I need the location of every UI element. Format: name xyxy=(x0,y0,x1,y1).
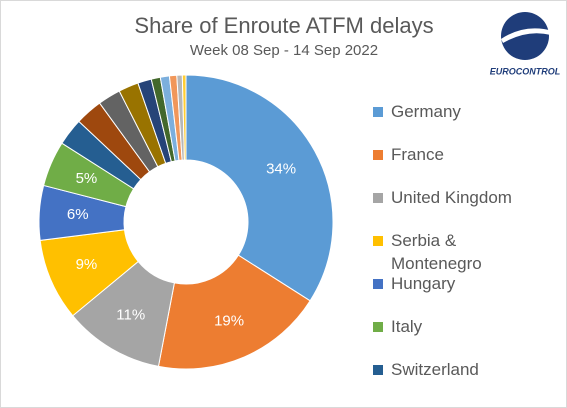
legend-label: Serbia & Montenegro xyxy=(391,231,482,273)
chart-subtitle: Week 08 Sep - 14 Sep 2022 xyxy=(190,42,378,59)
legend-swatch xyxy=(373,193,383,203)
legend-label: France xyxy=(391,145,444,164)
legend-label: Italy xyxy=(391,317,423,336)
legend-label: Switzerland xyxy=(391,360,479,379)
chart-title: Share of Enroute ATFM delays xyxy=(134,13,433,38)
logo-swoosh xyxy=(501,28,553,43)
value-label: 34% xyxy=(266,161,296,178)
legend-entry: Hungary xyxy=(373,272,523,295)
legend-entry: Italy xyxy=(373,315,523,338)
slice xyxy=(185,74,334,302)
value-label: 6% xyxy=(67,206,89,223)
legend-entry: United Kingdom xyxy=(373,186,523,209)
value-label: 9% xyxy=(76,256,98,273)
legend-entry: Switzerland xyxy=(373,358,523,381)
value-label: 5% xyxy=(76,170,98,187)
legend-swatch xyxy=(373,322,383,332)
value-label: 11% xyxy=(116,306,145,323)
legend-swatch xyxy=(373,279,383,289)
slice xyxy=(181,74,187,161)
legend-swatch xyxy=(373,107,383,117)
legend-swatch xyxy=(373,150,383,160)
legend-entry: France xyxy=(373,143,523,166)
legend-entry: Germany xyxy=(373,100,523,123)
legend-swatch xyxy=(373,236,383,246)
legend-entry: Serbia & Montenegro xyxy=(373,229,523,275)
legend-label: Hungary xyxy=(391,274,456,293)
slice xyxy=(157,254,311,370)
legend-swatch xyxy=(373,365,383,375)
legend-label: United Kingdom xyxy=(391,188,512,207)
logo: EUROCONTROL xyxy=(490,12,561,76)
legend-label: Germany xyxy=(391,102,461,121)
logo-circle xyxy=(501,12,549,60)
logo-text: EUROCONTROL xyxy=(490,66,561,76)
value-label: 19% xyxy=(214,313,244,330)
